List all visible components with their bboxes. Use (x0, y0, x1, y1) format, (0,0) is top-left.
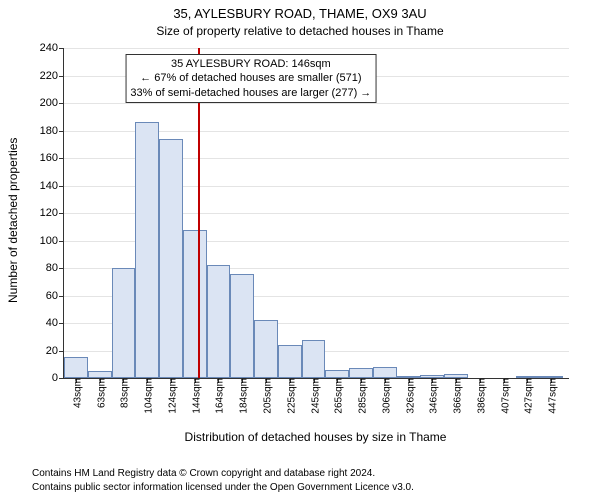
footer-line1: Contains HM Land Registry data © Crown c… (32, 467, 414, 481)
xtick-label: 245sqm (306, 378, 321, 414)
ytick-label: 220 (40, 70, 64, 82)
xtick-label: 43sqm (68, 378, 83, 408)
xtick-label: 326sqm (401, 378, 416, 414)
ytick-label: 240 (40, 42, 64, 54)
xtick-label: 205sqm (259, 378, 274, 414)
xtick-label: 124sqm (163, 378, 178, 414)
y-axis-label: Number of detached properties (6, 138, 20, 303)
xtick-label: 104sqm (140, 378, 155, 414)
xtick-label: 427sqm (520, 378, 535, 414)
histogram-bar (207, 265, 231, 378)
ytick-label: 140 (40, 180, 64, 192)
xtick-label: 447sqm (544, 378, 559, 414)
chart-title-line1: 35, AYLESBURY ROAD, THAME, OX9 3AU (0, 6, 600, 21)
xtick-label: 225sqm (282, 378, 297, 414)
histogram-bar (373, 367, 397, 378)
ytick-label: 80 (46, 262, 64, 274)
gridline (64, 103, 569, 104)
ytick-label: 100 (40, 235, 64, 247)
ytick-label: 0 (52, 372, 64, 384)
histogram-bar (278, 345, 302, 378)
ytick-label: 20 (46, 345, 64, 357)
xtick-label: 164sqm (211, 378, 226, 414)
ytick-label: 60 (46, 290, 64, 302)
ytick-label: 180 (40, 125, 64, 137)
xtick-label: 346sqm (425, 378, 440, 414)
xtick-label: 386sqm (472, 378, 487, 414)
xtick-label: 83sqm (116, 378, 131, 408)
histogram-bar (88, 371, 112, 378)
x-axis-label: Distribution of detached houses by size … (185, 430, 447, 444)
chart-title-line2: Size of property relative to detached ho… (0, 24, 600, 38)
histogram-bar (135, 122, 159, 378)
chart-container: { "title_line1": "35, AYLESBURY ROAD, TH… (0, 0, 600, 500)
footer-line2: Contains public sector information licen… (32, 481, 414, 495)
xtick-label: 184sqm (235, 378, 250, 414)
ytick-label: 120 (40, 207, 64, 219)
ytick-label: 200 (40, 97, 64, 109)
xtick-label: 63sqm (92, 378, 107, 408)
annotation-line2: ← 67% of detached houses are smaller (57… (130, 71, 371, 85)
histogram-bar (230, 274, 254, 379)
annotation-line1: 35 AYLESBURY ROAD: 146sqm (130, 57, 371, 71)
xtick-label: 366sqm (449, 378, 464, 414)
histogram-bar (349, 368, 373, 378)
xtick-label: 265sqm (330, 378, 345, 414)
histogram-bar (64, 357, 88, 378)
histogram-bar (159, 139, 183, 378)
xtick-label: 407sqm (496, 378, 511, 414)
histogram-bar (302, 340, 326, 379)
histogram-bar (254, 320, 278, 378)
xtick-label: 306sqm (377, 378, 392, 414)
ytick-label: 160 (40, 152, 64, 164)
annotation-box: 35 AYLESBURY ROAD: 146sqm← 67% of detach… (125, 54, 376, 103)
footer-credits: Contains HM Land Registry data © Crown c… (32, 467, 414, 494)
histogram-bar (183, 230, 207, 379)
gridline (64, 48, 569, 49)
xtick-label: 144sqm (187, 378, 202, 414)
plot-area: 02040608010012014016018020022024043sqm63… (63, 48, 569, 379)
ytick-label: 40 (46, 317, 64, 329)
histogram-bar (112, 268, 136, 378)
annotation-line3: 33% of semi-detached houses are larger (… (130, 86, 371, 100)
histogram-bar (325, 370, 349, 378)
xtick-label: 285sqm (354, 378, 369, 414)
